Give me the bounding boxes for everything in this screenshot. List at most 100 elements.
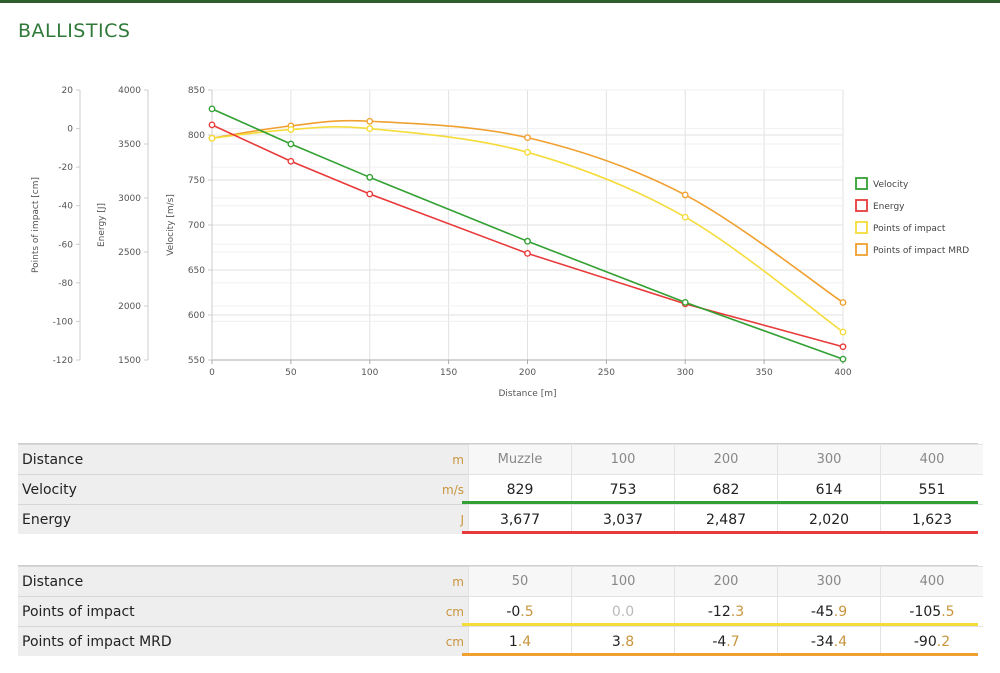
y-tick-label-velocity: 800 bbox=[188, 131, 205, 141]
ballistics-table-value-cell: 829 bbox=[468, 474, 572, 505]
y-tick-label-velocity: 700 bbox=[188, 221, 205, 231]
ballistics-table-value-cell: 2,020 bbox=[777, 504, 881, 534]
x-tick-label: 150 bbox=[440, 368, 457, 378]
impact-table-value-cell: -0.5 bbox=[468, 596, 572, 627]
ballistics-table-row-unit: m/s bbox=[424, 474, 469, 505]
impact-table-header-cell: 400 bbox=[880, 566, 983, 597]
data-point-points-of-impact-mrd bbox=[366, 117, 374, 125]
y-axis-label-velocity: Velocity [m/s] bbox=[166, 194, 176, 256]
y-tick-label-poi: -120 bbox=[53, 356, 74, 366]
y-tick-label-poi: -20 bbox=[58, 163, 73, 173]
y-axis-label-poi: Points of impact [cm] bbox=[31, 177, 41, 273]
ballistics-table-row-unit: J bbox=[424, 504, 469, 534]
data-point-velocity bbox=[366, 173, 374, 181]
y-tick-label-energy: 1500 bbox=[118, 356, 141, 366]
row-underline-energy bbox=[462, 530, 978, 534]
y-tick-label-energy: 2000 bbox=[118, 302, 141, 312]
y-tick-label-velocity: 750 bbox=[188, 176, 205, 186]
impact-table-value-cell: -4.7 bbox=[674, 626, 778, 656]
impact-table-value-cell: 0.0 bbox=[571, 596, 675, 627]
x-tick-label: 200 bbox=[519, 368, 536, 378]
legend-label-velocity: Velocity bbox=[873, 180, 909, 190]
ballistics-table-header-cell: 200 bbox=[674, 444, 778, 475]
ballistics-table-row-label: Distance bbox=[18, 444, 424, 475]
ballistics-table-value-cell: 551 bbox=[880, 474, 983, 505]
impact-table-row-unit: cm bbox=[424, 626, 469, 656]
row-underline-poi bbox=[462, 623, 978, 626]
table-velocity-energy: Distance m Muzzle 100 200 300 400 Velocity m/s 82… bbox=[18, 444, 983, 534]
impact-table-row: Points of impact MRD cm 1.4 3.8 -4.7 -34.4 -90… bbox=[18, 626, 983, 656]
x-tick-label: 250 bbox=[598, 368, 615, 378]
impact-table-value-cell: 3.8 bbox=[571, 626, 675, 656]
impact-table-row-label: Distance bbox=[18, 566, 424, 597]
ballistics-table-row: Velocity m/s 829 753 682 614 551 bbox=[18, 474, 983, 505]
impact-table-value-cell: -90.2 bbox=[880, 626, 983, 656]
data-point-energy bbox=[287, 157, 295, 165]
ballistics-table-value-cell: 1,623 bbox=[880, 504, 983, 534]
data-point-points-of-impact-mrd bbox=[681, 191, 689, 199]
y-tick-label-poi: -60 bbox=[58, 240, 73, 250]
y-tick-label-velocity: 650 bbox=[188, 266, 205, 276]
y-tick-label-velocity: 600 bbox=[188, 311, 205, 321]
x-axis-label: Distance [m] bbox=[498, 389, 556, 399]
impact-table-value-cell: -105.5 bbox=[880, 596, 983, 627]
data-point-velocity bbox=[287, 140, 295, 148]
y-tick-label-velocity: 550 bbox=[188, 356, 205, 366]
legend-swatch-points-of-impact bbox=[855, 221, 868, 234]
x-tick-label: 50 bbox=[285, 368, 297, 378]
y-tick-label-energy: 4000 bbox=[118, 86, 141, 96]
impact-table-row-unit: cm bbox=[424, 596, 469, 627]
impact-table-row-unit: m bbox=[424, 566, 469, 597]
y-axis-label-energy: Energy [J] bbox=[97, 203, 107, 247]
ballistics-table-value-cell: 3,677 bbox=[468, 504, 572, 534]
impact-table-value-cell: -12.3 bbox=[674, 596, 778, 627]
y-tick-label-poi: -100 bbox=[53, 317, 74, 327]
ballistics-table-header-cell: Muzzle bbox=[468, 444, 572, 475]
y-tick-label-poi: 0 bbox=[67, 125, 73, 135]
ballistics-table-value-cell: 3,037 bbox=[571, 504, 675, 534]
table-impact: Distance m 50 100 200 300 400 Points of impact c… bbox=[18, 566, 983, 656]
ballistics-table-header-cell: 100 bbox=[571, 444, 675, 475]
impact-table-value-cell: -45.9 bbox=[777, 596, 881, 627]
impact-table-header-cell: 100 bbox=[571, 566, 675, 597]
row-underline-poi_mrd bbox=[462, 652, 978, 656]
impact-table-value-cell: -34.4 bbox=[777, 626, 881, 656]
data-point-energy bbox=[366, 190, 374, 198]
legend-label-points-of-impact: Points of impact bbox=[873, 224, 946, 234]
top-accent-bar bbox=[0, 0, 1000, 3]
x-tick-label: 400 bbox=[834, 368, 851, 378]
data-point-energy bbox=[524, 250, 531, 257]
ballistics-table-value-cell: 2,487 bbox=[674, 504, 778, 534]
data-point-velocity bbox=[208, 105, 216, 113]
data-point-points-of-impact-mrd bbox=[524, 134, 531, 142]
ballistics-table-header-cell: 400 bbox=[880, 444, 983, 475]
x-tick-label: 300 bbox=[677, 368, 694, 378]
x-tick-label: 0 bbox=[209, 368, 215, 378]
impact-table-row-label: Points of impact MRD bbox=[18, 626, 424, 656]
data-point-energy bbox=[208, 121, 216, 129]
y-tick-label-energy: 2500 bbox=[118, 248, 141, 258]
data-point-velocity bbox=[524, 237, 531, 245]
impact-table-header-cell: 200 bbox=[674, 566, 778, 597]
series-line-velocity bbox=[211, 108, 844, 360]
y-tick-label-poi: 20 bbox=[62, 86, 74, 96]
data-point-points-of-impact-mrd bbox=[839, 299, 847, 306]
data-point-points-of-impact bbox=[287, 126, 295, 133]
y-tick-label-energy: 3500 bbox=[118, 140, 141, 150]
data-point-points-of-impact bbox=[366, 125, 374, 132]
ballistics-table-row-label: Velocity bbox=[18, 474, 424, 505]
legend-swatch-points-of-impact-mrd bbox=[855, 243, 868, 256]
x-tick-label: 100 bbox=[361, 368, 378, 378]
ballistics-table-row-label: Energy bbox=[18, 504, 424, 534]
series-line-energy bbox=[211, 124, 844, 348]
y-tick-label-poi: -80 bbox=[58, 279, 73, 289]
y-tick-label-poi: -40 bbox=[58, 202, 73, 212]
ballistics-table-value-cell: 682 bbox=[674, 474, 778, 505]
ballistics-table-header-cell: 300 bbox=[777, 444, 881, 475]
impact-table-value-cell: 1.4 bbox=[468, 626, 572, 656]
data-point-velocity bbox=[839, 355, 847, 363]
data-point-points-of-impact bbox=[524, 148, 531, 156]
legend-label-points-of-impact-mrd: Points of impact MRD bbox=[873, 246, 969, 256]
legend-swatch-velocity bbox=[855, 177, 868, 190]
